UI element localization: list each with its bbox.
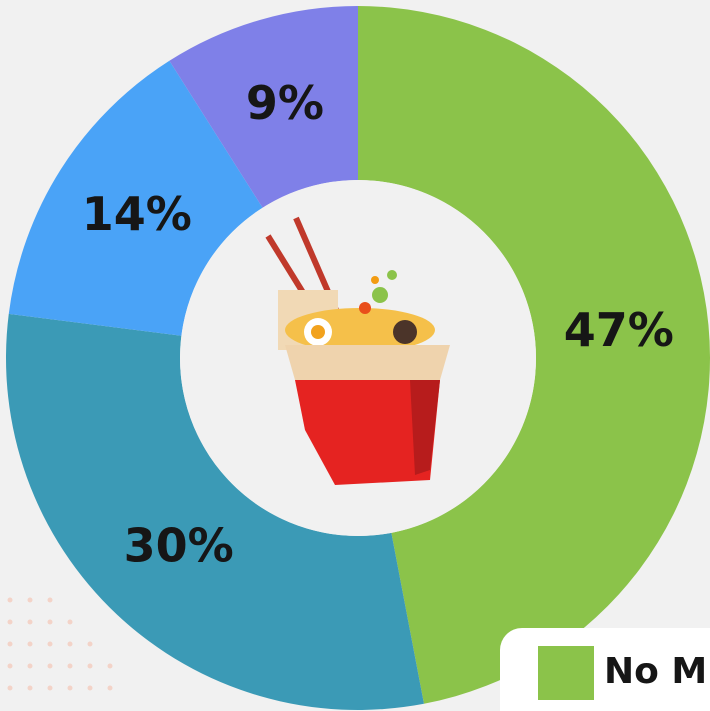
legend-label: No M xyxy=(604,651,707,692)
slice xyxy=(169,6,358,208)
value-label: 14% xyxy=(82,187,192,241)
slice xyxy=(8,60,263,336)
value-label: 30% xyxy=(124,518,234,572)
slice xyxy=(358,6,710,704)
value-label: 9% xyxy=(246,76,324,130)
legend: No M xyxy=(500,628,710,711)
value-label: 47% xyxy=(564,303,674,357)
slice xyxy=(6,313,424,710)
dot-pattern xyxy=(7,597,113,691)
food-illustration xyxy=(265,216,450,485)
legend-swatch xyxy=(538,646,594,700)
